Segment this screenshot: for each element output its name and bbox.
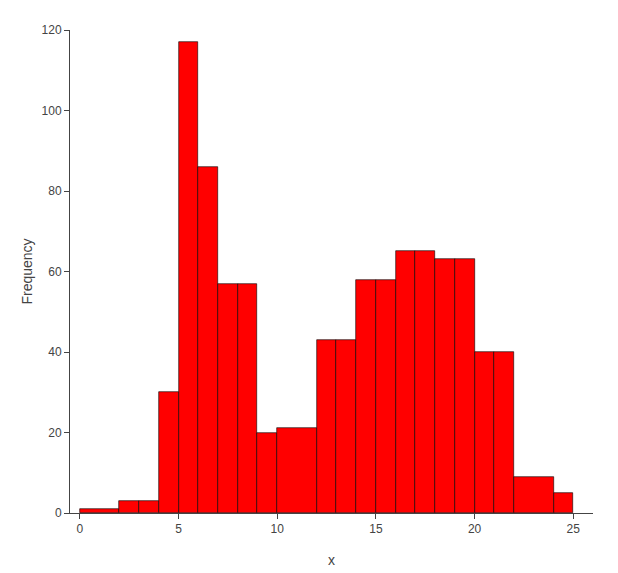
svg-text:0: 0 [55, 506, 62, 520]
svg-text:5: 5 [175, 522, 182, 536]
svg-text:20: 20 [468, 522, 482, 536]
svg-text:120: 120 [42, 23, 62, 37]
svg-text:15: 15 [369, 522, 383, 536]
svg-text:25: 25 [567, 522, 581, 536]
svg-text:10: 10 [271, 522, 285, 536]
svg-text:100: 100 [42, 104, 62, 118]
svg-text:Frequency: Frequency [19, 238, 35, 304]
svg-text:40: 40 [48, 345, 62, 359]
svg-text:20: 20 [48, 426, 62, 440]
svg-text:80: 80 [48, 184, 62, 198]
svg-text:0: 0 [77, 522, 84, 536]
svg-text:60: 60 [48, 265, 62, 279]
svg-text:x: x [328, 552, 335, 568]
